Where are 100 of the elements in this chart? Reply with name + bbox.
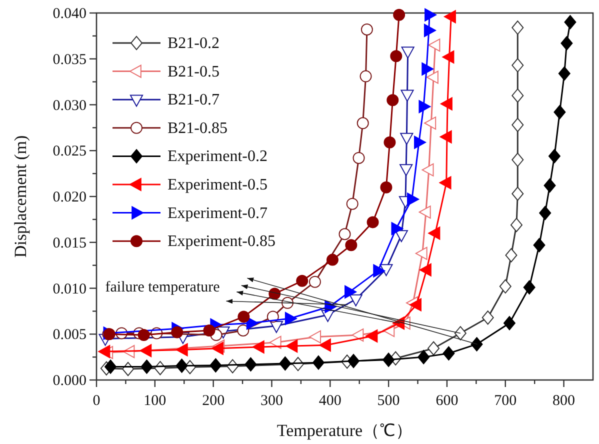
point <box>512 152 524 167</box>
point <box>415 246 428 260</box>
point <box>384 136 396 148</box>
point <box>533 238 546 252</box>
point <box>428 341 440 356</box>
point <box>279 356 292 371</box>
legend-label: Experiment-0.2 <box>168 148 268 166</box>
point <box>338 228 351 240</box>
point <box>418 350 430 364</box>
point <box>512 118 524 132</box>
point <box>382 352 395 367</box>
point <box>419 263 432 276</box>
point <box>560 36 573 50</box>
point <box>104 360 117 374</box>
point <box>380 181 392 194</box>
point <box>512 88 524 103</box>
point <box>312 355 324 370</box>
point <box>548 149 560 164</box>
point <box>308 276 321 288</box>
point <box>345 239 358 252</box>
x-tick-label: 500 <box>377 393 400 409</box>
point <box>414 136 426 149</box>
x-tick-label: 800 <box>552 393 576 409</box>
point <box>352 152 365 164</box>
point <box>346 198 358 210</box>
point <box>424 116 436 130</box>
y-tick-label: 0.015 <box>52 235 86 252</box>
point <box>270 320 283 333</box>
point <box>407 192 420 206</box>
point <box>424 8 437 22</box>
point <box>503 316 516 330</box>
x-tick-label: 600 <box>436 393 458 409</box>
point <box>348 354 360 368</box>
point <box>326 254 338 266</box>
x-tick-label: 200 <box>202 393 225 409</box>
point <box>138 329 150 342</box>
annotation: failure temperature <box>105 279 220 296</box>
x-tick-label: 100 <box>144 393 166 409</box>
x-tick-label: 700 <box>494 393 517 409</box>
y-axis-title: Displacement (m) <box>11 135 30 258</box>
point <box>140 344 152 358</box>
point <box>539 206 552 220</box>
point <box>424 24 436 37</box>
point <box>482 310 494 325</box>
x-axis-title: Temperature（℃） <box>276 421 413 440</box>
y-tick-label: 0.040 <box>52 6 86 22</box>
legend-label: Experiment-0.85 <box>168 233 276 250</box>
point <box>400 90 414 102</box>
point <box>418 100 431 114</box>
point <box>344 285 357 298</box>
point <box>360 70 372 82</box>
point <box>418 206 431 219</box>
y-tick-label: 0.030 <box>52 98 86 114</box>
point <box>426 70 438 84</box>
point <box>210 358 222 372</box>
point <box>523 280 536 294</box>
point <box>176 358 188 373</box>
point <box>454 326 466 340</box>
point <box>252 340 264 354</box>
legend-label: B21-0.85 <box>168 120 228 137</box>
point <box>401 46 414 59</box>
point <box>564 15 576 30</box>
y-tick-label: 0.035 <box>52 52 86 68</box>
point <box>203 324 216 336</box>
point <box>409 298 422 312</box>
point <box>244 357 257 372</box>
point <box>360 24 373 36</box>
y-tick-label: 0.020 <box>52 190 86 206</box>
point <box>356 117 369 130</box>
legend-label: Experiment-0.5 <box>168 176 268 194</box>
point <box>269 336 282 349</box>
point <box>238 310 250 323</box>
point <box>428 38 440 52</box>
x-tick-label: 0 <box>92 393 100 409</box>
legend-label: B21-0.2 <box>168 35 220 52</box>
point <box>98 345 110 358</box>
x-tick-label: 300 <box>260 393 283 409</box>
point <box>309 330 322 344</box>
point <box>439 176 452 190</box>
point <box>237 324 250 336</box>
x-tick-label: 400 <box>318 393 342 409</box>
point <box>442 50 454 64</box>
point <box>510 218 522 232</box>
point <box>442 346 455 360</box>
point <box>380 264 393 276</box>
point <box>544 178 556 193</box>
point <box>296 274 308 287</box>
point <box>558 66 570 81</box>
y-tick-label: 0.000 <box>52 373 86 389</box>
point <box>428 226 440 240</box>
y-tick-label: 0.010 <box>52 281 86 298</box>
point <box>318 338 331 352</box>
point <box>444 10 456 24</box>
point <box>422 163 434 176</box>
legend-label: B21-0.5 <box>168 63 220 80</box>
point <box>422 62 434 76</box>
point <box>391 222 404 236</box>
point <box>400 132 414 145</box>
point <box>349 294 362 306</box>
point <box>284 312 297 326</box>
